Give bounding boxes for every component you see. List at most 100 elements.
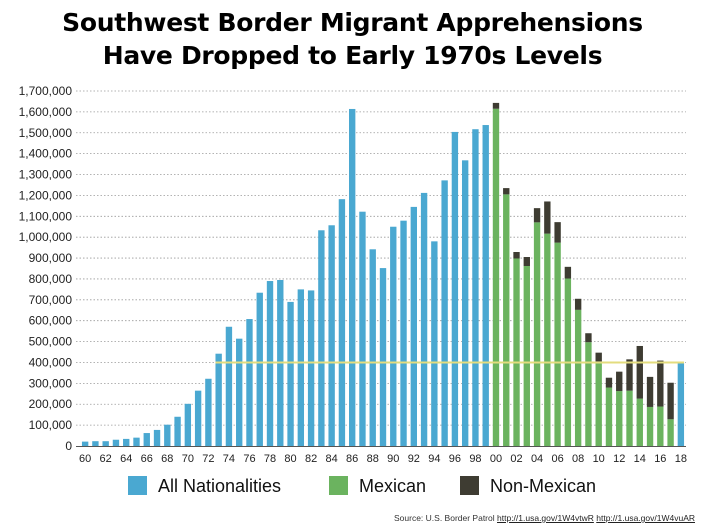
bar-non-mexican-12 xyxy=(616,371,623,392)
bar-all-nationalities-62 xyxy=(102,441,109,446)
x-tick-label: 78 xyxy=(264,453,276,465)
bar-all-nationalities-94 xyxy=(431,241,438,446)
bar-non-mexican-13 xyxy=(626,359,633,391)
bar-mexican-11 xyxy=(605,387,613,446)
bar-mexican-15 xyxy=(646,406,654,446)
bar-mexican-06 xyxy=(554,242,561,446)
bar-all-nationalities-74 xyxy=(225,326,233,446)
x-tick-label: 92 xyxy=(408,453,420,465)
x-tick-label: 64 xyxy=(120,453,132,465)
bar-mexican-14 xyxy=(636,398,643,446)
bar-non-mexican-15 xyxy=(646,376,654,407)
bar-all-nationalities-98 xyxy=(472,129,479,446)
bar-all-nationalities-99 xyxy=(482,125,489,446)
bar-all-nationalities-89 xyxy=(379,268,387,446)
chart-title-line-2: Have Dropped to Early 1970s Levels xyxy=(102,41,603,70)
x-tick-label: 86 xyxy=(346,453,358,465)
x-tick-label: 96 xyxy=(449,453,461,465)
bar-mexican-02 xyxy=(513,258,520,446)
x-tick-label: 62 xyxy=(100,453,112,465)
bar-non-mexican-16 xyxy=(657,360,664,407)
bar-all-nationalities-68 xyxy=(164,424,171,446)
bar-non-mexican-09 xyxy=(585,333,592,343)
y-tick-label: 900,000 xyxy=(29,251,73,265)
y-tick-label: 200,000 xyxy=(29,397,73,411)
x-tick-label: 76 xyxy=(243,453,255,465)
source-link-2[interactable]: http://1.usa.gov/1W4vuAR xyxy=(596,513,695,523)
x-tick-label: 68 xyxy=(161,453,173,465)
bar-all-nationalities-61 xyxy=(92,441,99,446)
bar-mexican-12 xyxy=(616,391,623,446)
x-tick-label: 66 xyxy=(141,453,153,465)
bar-non-mexican-04 xyxy=(533,208,541,223)
bar-all-nationalities-93 xyxy=(420,192,428,446)
bar-all-nationalities-69 xyxy=(174,416,181,446)
bar-non-mexican-14 xyxy=(636,345,643,399)
legend-all-nationalities-swatch xyxy=(128,476,147,495)
y-tick-label: 1,100,000 xyxy=(19,209,73,223)
legend-mexican-label: Mexican xyxy=(359,476,426,496)
x-tick-label: 80 xyxy=(284,453,296,465)
x-tick-label: 06 xyxy=(551,453,563,465)
bar-all-nationalities-78 xyxy=(266,281,274,446)
y-tick-label: 600,000 xyxy=(29,314,73,328)
bar-mexican-04 xyxy=(533,222,541,446)
bar-mexican-10 xyxy=(595,361,602,446)
bar-mexican-09 xyxy=(585,342,592,446)
y-tick-label: 100,000 xyxy=(29,418,73,432)
x-tick-label: 60 xyxy=(79,453,91,465)
x-tick-label: 16 xyxy=(654,453,666,465)
bar-non-mexican-10 xyxy=(595,352,602,362)
bar-all-nationalities-96 xyxy=(451,131,459,446)
bar-non-mexican-00 xyxy=(492,102,500,109)
bar-all-nationalities-83 xyxy=(318,230,325,446)
y-tick-label: 400,000 xyxy=(29,355,73,369)
bar-non-mexican-06 xyxy=(554,222,561,243)
x-tick-label: 02 xyxy=(510,453,522,465)
x-tick-label: 88 xyxy=(367,453,379,465)
y-tick-label: 800,000 xyxy=(29,272,73,286)
bar-all-nationalities-91 xyxy=(400,220,407,446)
bar-all-nationalities-60 xyxy=(81,441,89,446)
bar-all-nationalities-71 xyxy=(194,390,202,446)
legend-non-mexican-swatch xyxy=(460,476,479,495)
y-tick-label: 1,200,000 xyxy=(19,188,73,202)
y-tick-label: 1,700,000 xyxy=(19,84,73,98)
legend-all-nationalities-label: All Nationalities xyxy=(158,476,281,496)
bar-all-nationalities-67 xyxy=(153,429,161,446)
bar-all-nationalities-97 xyxy=(461,160,469,446)
y-tick-label: 300,000 xyxy=(29,376,73,390)
bar-non-mexican-17 xyxy=(667,382,674,420)
source-link-1[interactable]: http://1.usa.gov/1W4vtwR xyxy=(497,513,594,523)
y-tick-label: 0 xyxy=(65,439,72,453)
bar-all-nationalities-82 xyxy=(307,290,315,446)
bar-all-nationalities-87 xyxy=(359,211,366,446)
bar-all-nationalities-72 xyxy=(205,378,212,446)
bar-non-mexican-08 xyxy=(574,298,582,310)
x-tick-label: 90 xyxy=(387,453,399,465)
x-tick-label: 04 xyxy=(531,453,543,465)
bar-all-nationalities-75 xyxy=(236,338,243,446)
x-tick-label: 84 xyxy=(326,453,338,465)
y-tick-label: 1,300,000 xyxy=(19,168,73,182)
x-tick-label: 94 xyxy=(428,453,440,465)
bar-mexican-08 xyxy=(574,309,582,446)
bar-mexican-03 xyxy=(523,265,530,446)
bar-all-nationalities-85 xyxy=(338,199,346,446)
chart-title-line-1: Southwest Border Migrant Apprehensions xyxy=(62,8,643,37)
legend-non-mexican-label: Non-Mexican xyxy=(490,476,596,496)
bar-all-nationalities-90 xyxy=(390,226,397,446)
x-tick-label: 18 xyxy=(675,453,687,465)
bar-all-nationalities-80 xyxy=(287,301,294,446)
x-tick-label: 74 xyxy=(223,453,235,465)
x-tick-label: 08 xyxy=(572,453,584,465)
bar-mexican-16 xyxy=(657,406,664,446)
x-tick-label: 70 xyxy=(182,453,194,465)
bar-mexican-17 xyxy=(667,419,674,446)
bar-non-mexican-03 xyxy=(523,257,530,266)
bar-all-nationalities-88 xyxy=(369,249,376,446)
x-tick-label: 14 xyxy=(634,453,646,465)
bar-mexican-01 xyxy=(503,194,510,446)
y-tick-label: 1,000,000 xyxy=(19,230,73,244)
